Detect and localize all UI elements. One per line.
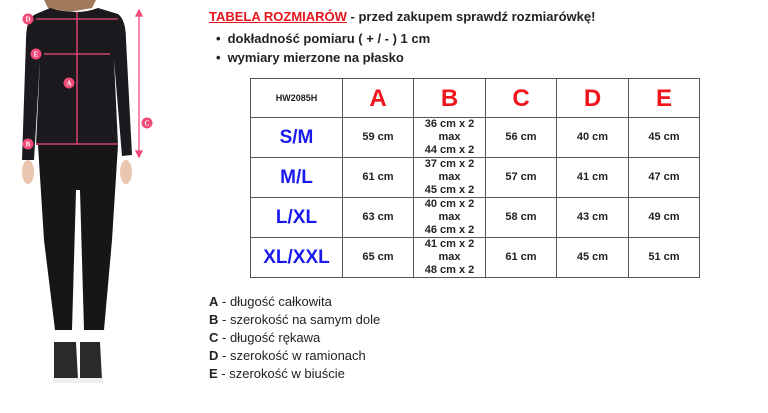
cell-e: 45 cm (628, 117, 700, 158)
marker-a (63, 77, 75, 89)
svg-text:D: D (25, 16, 30, 24)
size-table: HW2085H A B C D E S/M 59 cm 36 cm x 2 max… (250, 78, 700, 278)
svg-text:E: E (34, 51, 39, 59)
size-label: M/L (250, 157, 343, 198)
legend-item: A - długość całkowita (209, 294, 332, 309)
marker-c (141, 117, 153, 129)
note-item: dokładność pomiaru ( + / - ) 1 cm (216, 29, 431, 48)
cell-d: 41 cm (556, 157, 629, 198)
note-item: wymiary mierzone na płasko (216, 48, 430, 67)
title-highlight: TABELA ROZMIARÓW (209, 9, 347, 24)
cell-a: 65 cm (342, 237, 414, 278)
cell-c: 56 cm (485, 117, 557, 158)
page-title: TABELA ROZMIARÓW - przed zakupem sprawdź… (209, 9, 595, 24)
cell-b: 36 cm x 2 max 44 cm x 2 (413, 117, 486, 158)
size-label: XL/XXL (250, 237, 343, 278)
cell-c: 58 cm (485, 197, 557, 238)
cell-e: 49 cm (628, 197, 700, 238)
table-row: M/L 61 cm 37 cm x 2 max 45 cm x 2 57 cm 41… (250, 157, 700, 198)
cell-e: 51 cm (628, 237, 700, 278)
column-header: B (413, 78, 486, 118)
svg-text:B: B (26, 141, 31, 149)
cell-d: 43 cm (556, 197, 629, 238)
svg-text:C: C (144, 120, 149, 128)
cell-b: 41 cm x 2 max 48 cm x 2 (413, 237, 486, 278)
legend-item: E - szerokość w biuście (209, 366, 345, 381)
column-header: D (556, 78, 629, 118)
table-row: S/M 59 cm 36 cm x 2 max 44 cm x 2 56 cm 40… (250, 117, 700, 158)
cell-c: 61 cm (485, 237, 557, 278)
table-row: L/XL 63 cm 40 cm x 2 max 46 cm x 2 58 cm 4… (250, 197, 700, 238)
size-label: L/XL (250, 197, 343, 238)
column-header: E (628, 78, 700, 118)
cell-e: 47 cm (628, 157, 700, 198)
column-header: A (342, 78, 414, 118)
table-row: XL/XXL 65 cm 41 cm x 2 max 48 cm x 2 61 cm… (250, 237, 700, 278)
legend-item: B - szerokość na samym dole (209, 312, 381, 327)
legend-item: D - szerokość w ramionach (209, 348, 366, 363)
product-code: HW2085H (250, 78, 343, 118)
cell-d: 40 cm (556, 117, 629, 158)
measurement-legend: A - długość całkowita B - szerokość na s… (209, 293, 380, 383)
cell-b: 37 cm x 2 max 45 cm x 2 (413, 157, 486, 198)
cell-c: 57 cm (485, 157, 557, 198)
marker-e (30, 48, 42, 60)
marker-d (22, 13, 34, 25)
cell-a: 59 cm (342, 117, 414, 158)
size-label: S/M (250, 117, 343, 158)
model-measurement-figure: A B C D E (22, 0, 153, 383)
legend-item: C - długość rękawa (209, 330, 321, 345)
cell-a: 61 cm (342, 157, 414, 198)
svg-text:A: A (66, 80, 71, 88)
marker-b (22, 138, 34, 150)
cell-a: 63 cm (342, 197, 414, 238)
cell-d: 45 cm (556, 237, 629, 278)
notes-list: dokładność pomiaru ( + / - ) 1 cm wymiar… (216, 29, 431, 67)
cell-b: 40 cm x 2 max 46 cm x 2 (413, 197, 486, 238)
column-header: C (485, 78, 557, 118)
table-header-row: HW2085H A B C D E (250, 78, 700, 118)
leggings (38, 145, 118, 330)
title-rest: - przed zakupem sprawdź rozmiarówkę! (346, 9, 596, 24)
